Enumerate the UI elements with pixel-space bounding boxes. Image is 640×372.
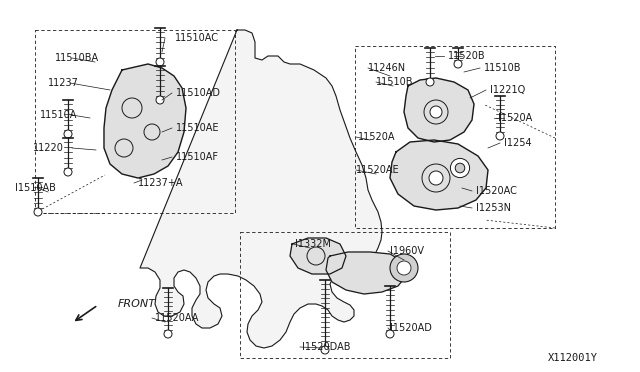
Polygon shape [290, 238, 346, 274]
Text: I1520AC: I1520AC [476, 186, 517, 196]
Text: 11520B: 11520B [448, 51, 486, 61]
Text: I1221Q: I1221Q [490, 85, 525, 95]
Circle shape [156, 58, 164, 66]
Text: 11520A: 11520A [358, 132, 396, 142]
Text: I1510AB: I1510AB [15, 183, 56, 193]
Circle shape [34, 208, 42, 216]
Text: 11246N: 11246N [368, 63, 406, 73]
Text: 11220: 11220 [33, 143, 64, 153]
Text: 11520AA: 11520AA [155, 313, 200, 323]
Text: 11237: 11237 [48, 78, 79, 88]
Circle shape [454, 60, 462, 68]
Text: 11510BA: 11510BA [55, 53, 99, 63]
Text: 11510AD: 11510AD [176, 88, 221, 98]
Circle shape [64, 130, 72, 138]
Circle shape [430, 106, 442, 118]
Circle shape [397, 261, 411, 275]
Circle shape [386, 330, 394, 338]
Polygon shape [390, 140, 488, 210]
Text: I1960V: I1960V [390, 246, 424, 256]
Circle shape [64, 168, 72, 176]
Polygon shape [404, 78, 474, 142]
Text: I1253N: I1253N [476, 203, 511, 213]
Text: X112001Y: X112001Y [548, 353, 598, 363]
Text: 11510AE: 11510AE [176, 123, 220, 133]
Text: 11510AF: 11510AF [176, 152, 219, 162]
Text: 11510AC: 11510AC [175, 33, 219, 43]
Polygon shape [104, 64, 186, 178]
Circle shape [429, 171, 443, 185]
Circle shape [156, 96, 164, 104]
Text: FRONT: FRONT [118, 299, 156, 309]
Circle shape [164, 330, 172, 338]
Text: 11510B: 11510B [376, 77, 413, 87]
Text: 11510A: 11510A [40, 110, 77, 120]
Polygon shape [326, 252, 406, 294]
Circle shape [321, 346, 329, 354]
Text: 11520AE: 11520AE [356, 165, 399, 175]
Text: 11237+A: 11237+A [138, 178, 184, 188]
Text: I1520DAB: I1520DAB [302, 342, 351, 352]
Circle shape [496, 132, 504, 140]
Circle shape [390, 254, 418, 282]
Polygon shape [140, 30, 382, 348]
Text: I1254: I1254 [504, 138, 532, 148]
Circle shape [451, 158, 470, 177]
Text: 11510B: 11510B [484, 63, 522, 73]
Circle shape [426, 78, 434, 86]
Text: I1520AD: I1520AD [390, 323, 432, 333]
Text: I1520A: I1520A [498, 113, 532, 123]
Text: I1332M: I1332M [295, 239, 331, 249]
Circle shape [455, 163, 465, 173]
